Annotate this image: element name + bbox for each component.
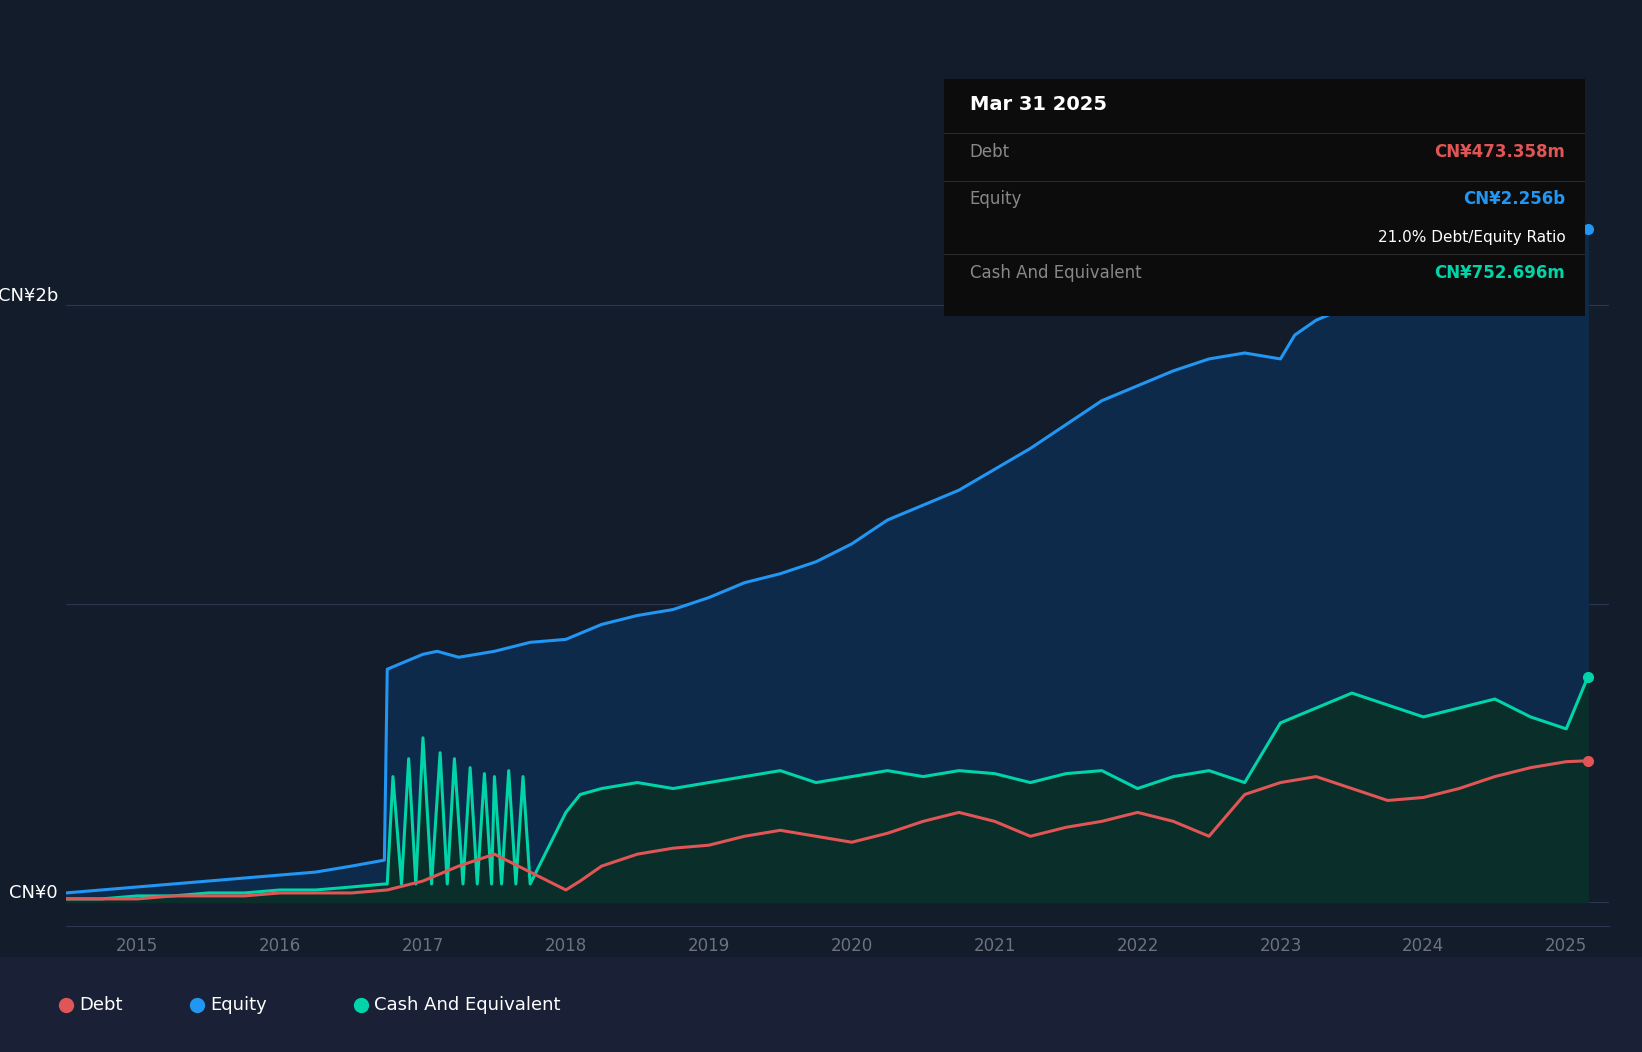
Text: CN¥0: CN¥0 — [10, 884, 57, 902]
Text: Debt: Debt — [79, 995, 122, 1014]
Text: CN¥2.256b: CN¥2.256b — [1463, 190, 1565, 208]
Text: 21.0% Debt/Equity Ratio: 21.0% Debt/Equity Ratio — [1378, 230, 1565, 245]
Text: Cash And Equivalent: Cash And Equivalent — [970, 264, 1141, 282]
Text: Mar 31 2025: Mar 31 2025 — [970, 96, 1107, 115]
Text: Cash And Equivalent: Cash And Equivalent — [374, 995, 562, 1014]
Text: Debt: Debt — [970, 143, 1010, 161]
Text: Equity: Equity — [210, 995, 268, 1014]
Text: CN¥473.358m: CN¥473.358m — [1435, 143, 1565, 161]
Text: CN¥752.696m: CN¥752.696m — [1435, 264, 1565, 282]
Text: CN¥2b: CN¥2b — [0, 287, 57, 305]
Text: Equity: Equity — [970, 190, 1021, 208]
